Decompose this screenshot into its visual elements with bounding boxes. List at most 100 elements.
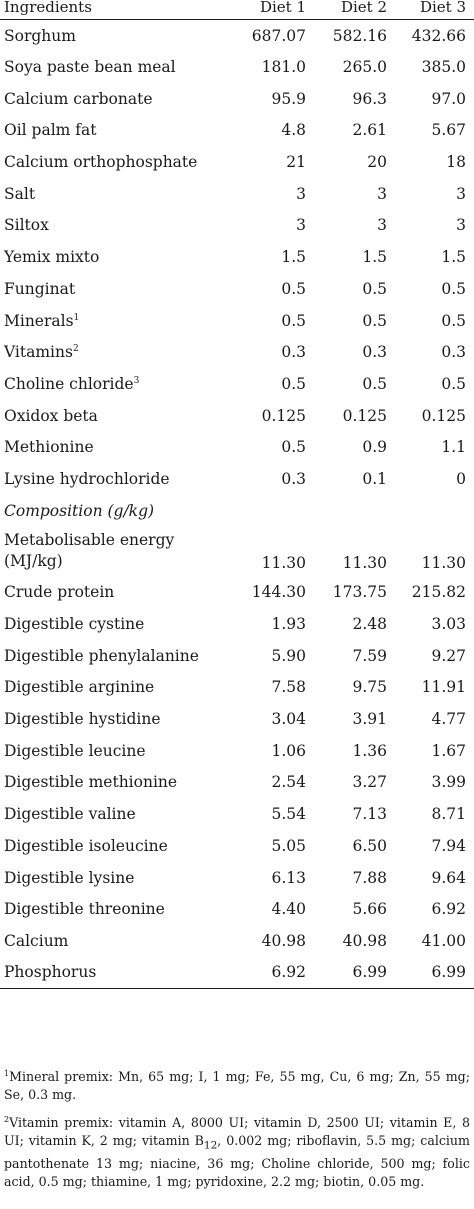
nutrient-name: Digestible threonine xyxy=(4,900,165,919)
composition-heading-row: Composition (g/kg) xyxy=(0,495,474,527)
cell-diet-1: 7.58 xyxy=(271,678,306,697)
ingredient-name: Calcium orthophosphate xyxy=(0,146,230,178)
nutrient-name: Metabolisable energy (MJ/kg) xyxy=(0,527,230,577)
table-footnotes: 1Mineral premix: Mn, 65 mg; I, 1 mg; Fe,… xyxy=(4,1068,470,1201)
header-diet-2: Diet 2 xyxy=(314,0,395,20)
cell-diet-2: 265.0 xyxy=(342,58,387,77)
table-row: Calcium 40.98 40.98 41.00 xyxy=(0,925,474,957)
nutrient-name: Digestible arginine xyxy=(4,678,155,697)
cell-diet-1: 0.5 xyxy=(281,374,306,393)
cell-diet-2: 582.16 xyxy=(332,26,387,45)
ingredient-label: Vitamins xyxy=(4,343,73,362)
cell-diet-1: 0.5 xyxy=(281,438,306,457)
cell-diet-2: 3 xyxy=(377,216,387,235)
nutrient-name: Digestible methionine xyxy=(4,773,178,792)
cell-diet-2: 96.3 xyxy=(352,89,387,108)
cell-diet-1: 0.5 xyxy=(281,311,306,330)
cell-diet-1: 1.93 xyxy=(271,615,306,634)
table-row: Vitamins2 0.3 0.3 0.3 xyxy=(0,336,474,368)
table-row: Minerals1 0.5 0.5 0.5 xyxy=(0,305,474,337)
table-row: Soya paste bean meal 181.0 265.0 385.0 xyxy=(0,51,474,83)
cell-diet-2: 0.1 xyxy=(362,469,387,488)
table-row: Digestible cystine 1.93 2.48 3.03 xyxy=(0,608,474,640)
ingredient-label: Funginat xyxy=(4,279,76,298)
nutrient-name: Digestible leucine xyxy=(4,741,146,760)
cell-diet-3: 0.125 xyxy=(421,406,466,425)
cell-diet-3: 3 xyxy=(456,216,466,235)
cell-diet-3: 0.5 xyxy=(441,311,466,330)
cell-diet-3: 11.91 xyxy=(421,678,466,697)
header-ingredients: Ingredients xyxy=(0,0,230,20)
table-row: Calcium carbonate 95.9 96.3 97.0 xyxy=(0,83,474,115)
ingredient-label: Siltox xyxy=(4,216,49,235)
nutrient-unit: (MJ/kg) xyxy=(4,551,63,570)
cell-diet-1: 687.07 xyxy=(251,26,306,45)
cell-diet-1: 40.98 xyxy=(261,931,306,950)
cell-diet-2: 9.75 xyxy=(352,678,387,697)
footnote-marker: 1 xyxy=(4,1069,10,1078)
cell-diet-2: 3.27 xyxy=(352,773,387,792)
table-row: Siltox 3 3 3 xyxy=(0,210,474,242)
table-row: Digestible phenylalanine 5.90 7.59 9.27 xyxy=(0,640,474,672)
cell-diet-2: 7.59 xyxy=(352,646,387,665)
cell-diet-2: 7.88 xyxy=(352,868,387,887)
nutrient-label: Metabolisable energy xyxy=(4,530,175,549)
footnote-subscript: 12 xyxy=(203,1139,218,1152)
cell-diet-3: 0 xyxy=(456,469,466,488)
table-row: Metabolisable energy (MJ/kg) 11.30 11.30 11.… xyxy=(0,527,474,577)
footnote-vitamin-premix: 2Vitamin premix: vitamin A, 8000 UI; vit… xyxy=(4,1114,470,1191)
table-row: Lysine hydrochloride 0.3 0.1 0 xyxy=(0,463,474,495)
ingredient-name: Oil palm fat xyxy=(0,115,230,147)
table-row: Calcium orthophosphate 21 20 18 xyxy=(0,146,474,178)
cell-diet-3: 0.5 xyxy=(441,279,466,298)
cell-diet-1: 3 xyxy=(296,216,306,235)
nutrient-name: Digestible hystidine xyxy=(4,710,161,729)
cell-diet-2: 173.75 xyxy=(332,583,387,602)
cell-diet-2: 0.3 xyxy=(362,343,387,362)
cell-diet-2: 6.99 xyxy=(314,956,395,989)
nutrient-name: Digestible lysine xyxy=(4,868,135,887)
table-row: Sorghum 687.07 582.16 432.66 xyxy=(0,20,474,52)
nutrient-name: Crude protein xyxy=(4,583,115,602)
footnote-marker: 2 xyxy=(4,1115,10,1124)
ingredient-label: Sorghum xyxy=(4,26,76,45)
footnote-text: Mineral premix: Mn, 65 mg; I, 1 mg; Fe, … xyxy=(4,1069,470,1102)
cell-diet-3: 6.99 xyxy=(395,956,474,989)
cell-diet-3: 41.00 xyxy=(421,931,466,950)
ingredient-name: Methionine xyxy=(0,431,230,463)
ingredient-name: Lysine hydrochloride xyxy=(0,463,230,495)
cell-diet-3: 1.1 xyxy=(441,438,466,457)
cell-diet-3: 4.77 xyxy=(431,710,466,729)
footnote-text: Vitamin premix: vitamin A, 8000 UI; vita… xyxy=(4,1115,470,1148)
cell-diet-2: 11.30 xyxy=(342,553,387,572)
header-diet-1: Diet 1 xyxy=(230,0,314,20)
cell-diet-2: 1.36 xyxy=(352,741,387,760)
cell-diet-3: 97.0 xyxy=(431,89,466,108)
cell-diet-1: 4.8 xyxy=(281,121,306,140)
table-row: Digestible threonine 4.40 5.66 6.92 xyxy=(0,893,474,925)
ingredient-label: Calcium carbonate xyxy=(4,89,153,108)
ingredient-name: Yemix mixto xyxy=(0,241,230,273)
composition-heading: Composition (g/kg) xyxy=(4,501,155,520)
ingredient-name: Sorghum xyxy=(0,20,230,52)
table-row: Choline chloride3 0.5 0.5 0.5 xyxy=(0,368,474,400)
table-row: Phosphorus 6.92 6.99 6.99 xyxy=(0,956,474,989)
cell-diet-3: 1.67 xyxy=(431,741,466,760)
ingredient-label: Lysine hydrochloride xyxy=(4,469,170,488)
table-row: Yemix mixto 1.5 1.5 1.5 xyxy=(0,241,474,273)
cell-diet-2: 40.98 xyxy=(342,931,387,950)
ingredient-name: Oxidox beta xyxy=(0,400,230,432)
cell-diet-1: 6.92 xyxy=(230,956,314,989)
cell-diet-2: 6.50 xyxy=(352,836,387,855)
cell-diet-1: 6.13 xyxy=(271,868,306,887)
cell-diet-1: 0.3 xyxy=(281,469,306,488)
nutrient-name: Digestible phenylalanine xyxy=(4,646,199,665)
ingredient-name: Siltox xyxy=(0,210,230,242)
cell-diet-3: 9.27 xyxy=(431,646,466,665)
nutrient-name: Digestible cystine xyxy=(4,615,145,634)
cell-diet-2: 7.13 xyxy=(352,805,387,824)
table-row: Funginat 0.5 0.5 0.5 xyxy=(0,273,474,305)
cell-diet-1: 5.54 xyxy=(271,805,306,824)
cell-diet-1: 1.5 xyxy=(281,248,306,267)
